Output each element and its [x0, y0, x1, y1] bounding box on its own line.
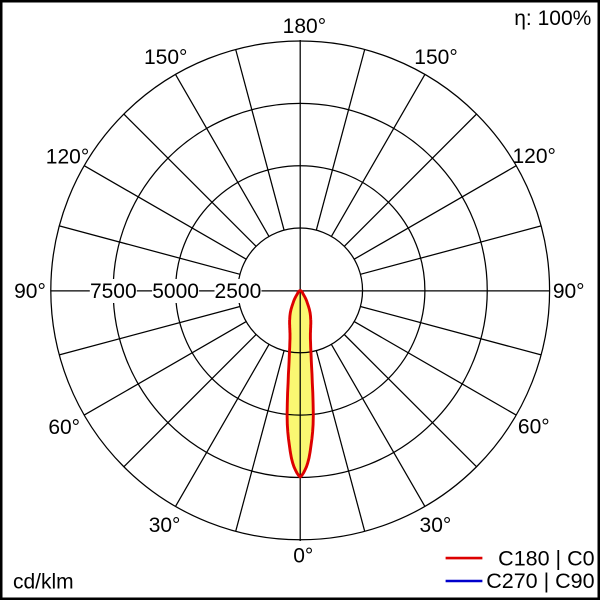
svg-text:60°: 60° [518, 416, 550, 439]
svg-text:120°: 120° [46, 145, 89, 168]
svg-text:90°: 90° [553, 280, 585, 303]
svg-text:90°: 90° [14, 280, 46, 303]
svg-text:η: 100%: η: 100% [514, 7, 591, 30]
svg-text:180°: 180° [283, 15, 326, 38]
svg-text:7500: 7500 [90, 280, 137, 303]
svg-text:150°: 150° [144, 46, 187, 69]
svg-text:C180 | C0: C180 | C0 [498, 547, 594, 571]
svg-text:60°: 60° [48, 416, 80, 439]
svg-text:120°: 120° [512, 145, 555, 168]
svg-text:2500: 2500 [215, 280, 262, 303]
svg-text:30°: 30° [420, 514, 452, 537]
svg-text:5000: 5000 [152, 280, 199, 303]
svg-text:30°: 30° [149, 514, 181, 537]
svg-text:cd/klm: cd/klm [13, 570, 74, 593]
svg-text:0°: 0° [293, 544, 313, 567]
svg-text:C270 | C90: C270 | C90 [486, 569, 594, 593]
svg-text:150°: 150° [414, 46, 457, 69]
